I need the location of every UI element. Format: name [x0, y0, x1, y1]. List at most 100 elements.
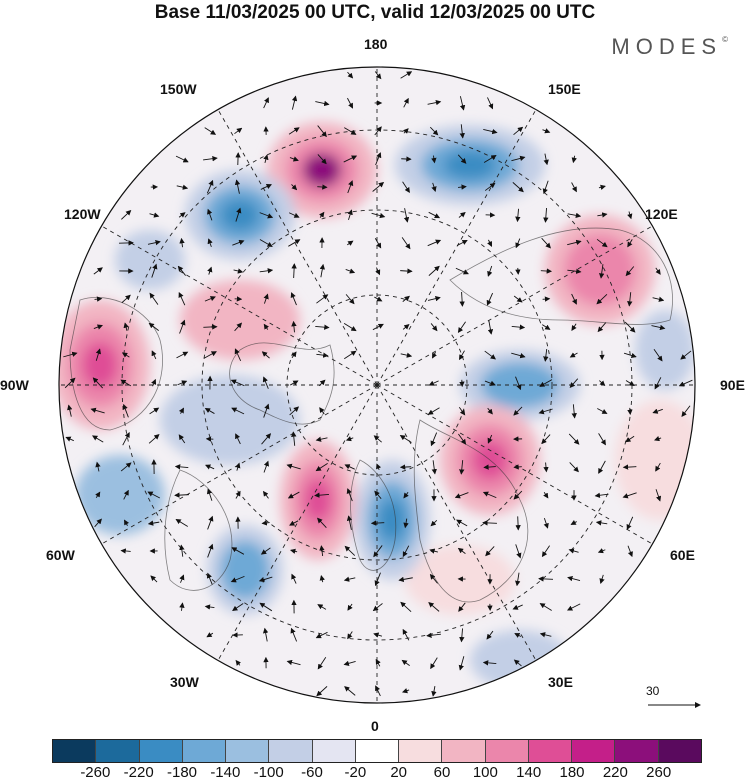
wind-vector	[458, 602, 466, 612]
wind-vector	[317, 125, 327, 138]
wind-vector	[232, 603, 244, 612]
wind-vector	[654, 436, 662, 442]
wind-vector	[289, 520, 299, 526]
wind-vector	[399, 435, 412, 443]
brand-name: MODES	[611, 34, 723, 59]
wind-vector	[402, 295, 410, 302]
anomaly-center	[443, 151, 497, 179]
map-title: Base 11/03/2025 00 UTC, valid 12/03/2025…	[154, 2, 596, 23]
wind-vector	[207, 266, 213, 275]
wind-vector	[512, 182, 524, 193]
wind-vector	[263, 323, 270, 330]
wind-vector	[344, 464, 355, 470]
wind-vector	[543, 491, 549, 499]
wind-vector	[287, 491, 300, 499]
wind-vector	[543, 462, 549, 473]
wind-vector	[543, 517, 549, 529]
wind-vector	[627, 211, 633, 220]
wind-vector	[179, 237, 185, 248]
anomaly-faint	[75, 455, 165, 535]
colorbar-segment	[226, 740, 270, 762]
wind-vector	[65, 436, 74, 442]
wind-vector	[259, 212, 274, 219]
wind-vector	[567, 239, 582, 246]
wind-vector	[207, 238, 213, 248]
wind-vector	[92, 435, 104, 443]
wind-vector	[571, 404, 577, 419]
meridian-line	[376, 109, 537, 386]
wind-vector	[370, 520, 385, 526]
wind-vector	[486, 292, 494, 306]
wind-vector	[291, 95, 298, 110]
wind-vector	[347, 631, 353, 640]
wind-vector	[319, 574, 325, 583]
wind-vector	[124, 519, 130, 526]
wind-vector	[542, 180, 549, 195]
wind-vector	[151, 263, 158, 278]
wind-vector	[347, 71, 354, 79]
wind-vector	[571, 155, 577, 164]
wind-vector	[626, 516, 634, 530]
wind-vector	[147, 240, 161, 246]
wind-vector	[515, 208, 521, 223]
anomaly-faint	[115, 230, 185, 290]
wind-vector	[427, 239, 442, 247]
colorbar-segment	[615, 740, 659, 762]
wind-vector	[206, 488, 213, 501]
lon-label-150e: 150E	[548, 81, 581, 97]
wind-vector	[314, 492, 330, 498]
wind-vector	[596, 238, 608, 248]
colorbar-segment	[485, 740, 529, 762]
wind-vector	[542, 296, 551, 302]
colorbar-tick-label: -260	[80, 764, 111, 781]
wind-vector	[430, 323, 438, 332]
colorbar-labels: -260 -220 -180 -140 -100 -60 -20 20 60 100 140 180 2…	[52, 764, 702, 782]
wind-vector	[569, 352, 578, 358]
wind-vector	[179, 544, 185, 557]
wind-vector	[149, 212, 160, 218]
wind-vector	[541, 545, 550, 558]
lon-label-180: 180	[364, 36, 388, 52]
wind-vector	[571, 293, 577, 305]
wind-vector	[487, 434, 493, 444]
wind-vector	[543, 207, 549, 223]
wind-vector	[678, 379, 693, 387]
wind-vector	[122, 403, 129, 418]
wind-vector	[455, 267, 469, 275]
wind-vector	[203, 351, 217, 359]
wind-vector	[204, 604, 215, 610]
wind-vector	[64, 377, 76, 389]
wind-vector	[429, 126, 439, 136]
wind-vector	[401, 688, 410, 694]
wind-vector	[175, 518, 188, 527]
anomaly-center	[378, 499, 406, 541]
wind-vector	[347, 97, 353, 109]
colorbar	[52, 739, 702, 763]
wind-vector	[428, 380, 439, 386]
wind-vector	[402, 545, 410, 558]
wind-vector	[482, 660, 497, 666]
wind-vector	[651, 324, 666, 331]
wind-vector	[291, 431, 297, 446]
wind-vector	[374, 296, 383, 302]
wind-vector	[403, 518, 409, 529]
wind-vector	[457, 321, 466, 334]
wind-vector	[148, 322, 159, 331]
colorbar-segment	[572, 740, 616, 762]
wind-vector	[315, 436, 328, 442]
wind-vector	[623, 352, 637, 359]
wind-vector	[400, 601, 412, 612]
wind-vector	[372, 181, 385, 192]
wind-vector	[317, 517, 327, 528]
lon-label-120e: 120E	[645, 206, 678, 222]
wind-vector	[627, 407, 633, 416]
wind-vector	[398, 576, 413, 583]
wind-vector	[230, 575, 245, 583]
wind-vector	[344, 686, 356, 696]
wind-vector	[513, 295, 523, 303]
wind-vector	[95, 491, 101, 499]
wind-vector	[207, 208, 213, 221]
wind-vector	[260, 547, 271, 555]
colorbar-segment	[269, 740, 313, 762]
wind-vector	[485, 546, 495, 557]
